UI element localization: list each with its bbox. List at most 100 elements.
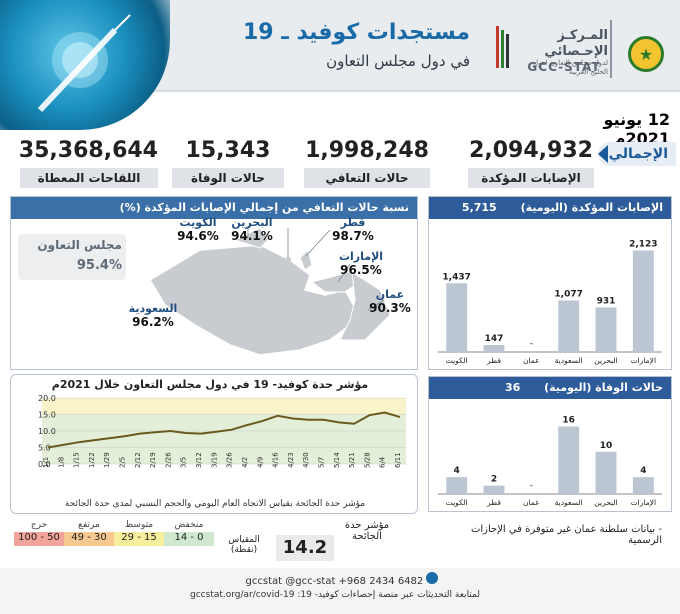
daily-cases-chart: 2,123 الإمارات 931 البحرين 1,077 السعودية - عما… bbox=[438, 239, 662, 365]
scale-range-medium: 15 - 29 bbox=[114, 532, 164, 546]
kpi-recovered-value: 1,998,248 bbox=[305, 138, 429, 163]
map-country-qatar: قطر 98.7% bbox=[332, 216, 374, 243]
severity-xtick-label: 1/29 bbox=[103, 452, 111, 468]
cases-category-label: الكويت bbox=[446, 356, 468, 365]
daily-deaths-total: 36 bbox=[504, 381, 521, 394]
severity-ytick-label: 15.0 bbox=[38, 411, 56, 420]
severity-xtick-label: 1/22 bbox=[88, 452, 96, 468]
header-divider bbox=[610, 20, 612, 78]
syringe-icon bbox=[37, 14, 131, 113]
deaths-bar bbox=[595, 451, 617, 494]
deaths-bar bbox=[483, 485, 505, 494]
severity-xtick-label: 6/4 bbox=[379, 456, 387, 468]
org-name: المـركـز الإحـصائي لدول مجلس التعاون لدو… bbox=[533, 28, 608, 76]
cases-value-label: 147 bbox=[485, 334, 504, 344]
cases-value-label: 1,437 bbox=[442, 272, 470, 282]
deaths-value-label: 2 bbox=[491, 475, 497, 485]
daily-deaths-title: حالات الوفاة (اليومية) 36 bbox=[429, 377, 671, 399]
deaths-category-label: البحرين bbox=[594, 498, 617, 507]
deaths-value-label: - bbox=[530, 481, 533, 491]
gcc-map bbox=[148, 226, 391, 356]
scale-range-low: 0 - 14 bbox=[164, 532, 214, 546]
map-country-uae: الإمارات 96.5% bbox=[338, 250, 384, 277]
recovery-panel-title: نسبة حالات التعافي من إجمالي الإصابات ال… bbox=[11, 197, 417, 219]
deaths-value-label: 10 bbox=[600, 441, 613, 451]
page-subtitle: في دول مجلس التعاون bbox=[326, 52, 470, 70]
cases-value-label: - bbox=[530, 339, 533, 349]
map-kuwait bbox=[233, 227, 269, 249]
scale-range-critical: 50 - 100 bbox=[14, 532, 64, 546]
severity-series-line bbox=[47, 411, 401, 449]
severity-xtick-label: 5/14 bbox=[333, 452, 341, 468]
severity-xtick-label: 6/11 bbox=[394, 452, 402, 468]
severity-band-medium bbox=[42, 398, 406, 415]
kpi-vaccines-label: اللقاحات المعطاة bbox=[20, 168, 158, 188]
recovery-panel: نسبة حالات التعافي من إجمالي الإصابات ال… bbox=[10, 196, 418, 370]
social-icon bbox=[426, 572, 439, 584]
gcc-recovery-box bbox=[18, 234, 126, 280]
total-label: الإجمالي bbox=[598, 142, 676, 166]
severity-index-label: مؤشر حدة الجائحة bbox=[344, 520, 390, 542]
cases-bar bbox=[595, 307, 617, 352]
scale-name-medium: متوسط bbox=[124, 520, 154, 530]
map-country-kuwait: الكويت 94.6% bbox=[177, 216, 219, 243]
deaths-value-label: 4 bbox=[454, 466, 460, 476]
severity-xtick-label: 3/19 bbox=[210, 452, 218, 468]
map-saudi bbox=[148, 244, 356, 356]
cases-category-label: الإمارات bbox=[631, 356, 656, 365]
severity-xtick-label: 3/12 bbox=[195, 452, 203, 468]
severity-xtick-label: 5/7 bbox=[317, 457, 325, 468]
scale-name-high: مرتفع bbox=[78, 520, 100, 530]
severity-xtick-label: 4/2 bbox=[241, 457, 249, 468]
kpi-vaccines-value: 35,368,644 bbox=[18, 138, 158, 163]
cases-bar bbox=[632, 250, 654, 352]
severity-xtick-label: 1/15 bbox=[73, 452, 81, 468]
severity-footnote: مؤشر حدة الجائحة بقياس الاتجاه العام الي… bbox=[64, 499, 366, 509]
deaths-category-label: السعودية bbox=[555, 498, 583, 507]
deaths-category-label: الإمارات bbox=[631, 498, 656, 507]
deaths-category-label: قطر bbox=[486, 498, 501, 507]
map-qatar bbox=[299, 249, 313, 271]
deaths-bar bbox=[558, 426, 580, 494]
daily-deaths-chart: 4 الإمارات 10 البحرين 16 السعودية - عمان 2 قطر 4 ال… bbox=[438, 415, 662, 507]
cases-bar bbox=[446, 283, 468, 352]
cases-category-label: عمان bbox=[523, 356, 540, 365]
severity-xtick-label: 1/1 bbox=[42, 457, 50, 468]
severity-xtick-label: 2/19 bbox=[149, 452, 157, 468]
cases-value-label: 931 bbox=[597, 296, 616, 306]
severity-xtick-label: 5/28 bbox=[363, 452, 371, 468]
total-arrow-icon bbox=[598, 145, 608, 163]
scale-range-high: 30 - 49 bbox=[64, 532, 114, 546]
cases-category-label: البحرين bbox=[594, 356, 617, 365]
kpi-deaths-value: 15,343 bbox=[185, 138, 271, 163]
cases-category-label: قطر bbox=[486, 356, 501, 365]
kpi-recovered-label: حالات التعافي bbox=[304, 168, 430, 188]
gcc-logo-icon: ★ bbox=[628, 36, 664, 72]
map-country-bahrain: البحرين 94.1% bbox=[231, 216, 273, 243]
map-country-saudi: السعودية 96.2% bbox=[128, 302, 178, 329]
kpi-confirmed-label: الإصابات المؤكدة bbox=[468, 168, 594, 188]
deaths-bar bbox=[632, 477, 654, 494]
page-title: مستجدات كوفيد ـ 19 bbox=[242, 20, 470, 45]
deaths-category-label: عمان bbox=[523, 498, 540, 507]
scale-label: المقياس (نقطة) bbox=[228, 535, 260, 555]
kpi-deaths-label: حالات الوفاة bbox=[172, 168, 284, 188]
severity-title: مؤشر حدة كوفيد- 19 في دول مجلس التعاون خ… bbox=[51, 378, 369, 391]
severity-xtick-label: 2/26 bbox=[164, 452, 172, 468]
severity-ytick-label: 20.0 bbox=[38, 394, 56, 403]
severity-xtick-label: 5/21 bbox=[348, 452, 356, 468]
scale-name-critical: حرج bbox=[30, 520, 48, 530]
map-country-oman: عمان 90.3% bbox=[369, 288, 411, 315]
severity-xtick-label: 3/5 bbox=[180, 457, 188, 468]
scale-name-low: منخفض bbox=[174, 520, 204, 530]
footer-link[interactable]: لمتابعة التحديثات عبر منصة إحصاءات كوفيد… bbox=[190, 590, 480, 600]
severity-xtick-label: 4/9 bbox=[256, 457, 264, 468]
severity-line-chart: 0.0 5.0 10.0 15.0 20.0 1/1 1/8 1/15 1/22 1/29 2/5 2… bbox=[38, 394, 406, 469]
gcc-recovery-value: 95.4% bbox=[76, 258, 122, 273]
org-short: GCC-STAT bbox=[527, 60, 601, 74]
footer-social[interactable]: gccstat @gcc-stat +968 2434 6482 bbox=[214, 572, 470, 587]
deaths-category-label: الكويت bbox=[446, 498, 468, 507]
daily-deaths-panel: حالات الوفاة (اليومية) 36 bbox=[428, 376, 672, 512]
severity-xtick-label: 4/23 bbox=[287, 452, 295, 468]
oman-note: - بيانات سلطنة عمان غير متوفرة في الإجاز… bbox=[470, 524, 662, 546]
